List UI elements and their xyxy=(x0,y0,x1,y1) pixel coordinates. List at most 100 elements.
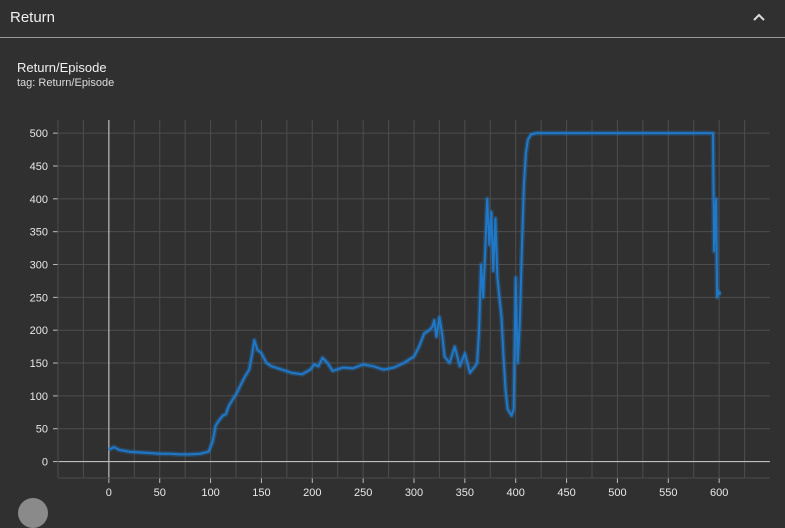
series-layer xyxy=(107,130,723,457)
data-point xyxy=(494,217,496,220)
data-point xyxy=(464,352,466,354)
data-point xyxy=(476,362,478,364)
data-point xyxy=(535,132,537,134)
data-point xyxy=(713,250,715,252)
data-point xyxy=(309,369,311,371)
x-tick-label: 150 xyxy=(252,487,270,499)
data-point xyxy=(513,408,515,410)
data-point xyxy=(509,411,511,413)
data-point xyxy=(517,362,519,364)
data-point xyxy=(332,370,334,372)
panel-header: Return xyxy=(0,0,785,38)
data-point xyxy=(393,367,395,369)
data-point xyxy=(478,329,480,331)
x-tick-label: 100 xyxy=(201,487,219,499)
data-point xyxy=(251,352,253,354)
data-point xyxy=(128,451,130,453)
data-point xyxy=(179,453,181,455)
x-tick-label: 400 xyxy=(507,487,525,499)
data-point xyxy=(527,139,529,141)
data-point xyxy=(500,316,503,318)
line-chart: 0 50 100 150 200 250 300 350 400 450 500 0 50 100 150 2… xyxy=(30,120,770,499)
data-point xyxy=(454,346,456,348)
axis-layer xyxy=(53,120,770,483)
data-point xyxy=(281,369,283,371)
x-tick-label: 350 xyxy=(456,487,474,499)
x-tick-label: 200 xyxy=(303,487,321,499)
circle-button-icon[interactable] xyxy=(18,498,48,528)
data-point xyxy=(317,365,319,367)
data-point xyxy=(715,198,717,200)
data-point xyxy=(449,362,451,364)
data-point xyxy=(256,349,258,351)
data-point xyxy=(159,453,161,455)
y-tick-label: 450 xyxy=(30,161,48,173)
data-point xyxy=(504,388,507,390)
data-point xyxy=(511,415,513,417)
data-point xyxy=(244,375,246,377)
data-point xyxy=(482,296,484,298)
data-point xyxy=(566,132,568,134)
data-point xyxy=(474,365,476,367)
card-tag-value: Return/Episode xyxy=(38,77,115,89)
data-point xyxy=(199,453,201,455)
data-point xyxy=(169,453,171,455)
y-tick-label: 50 xyxy=(36,424,48,436)
data-point xyxy=(189,453,191,455)
data-point xyxy=(438,316,440,318)
data-point xyxy=(218,420,220,422)
data-point xyxy=(148,452,151,454)
data-point xyxy=(291,372,293,374)
data-point xyxy=(108,449,110,451)
data-point xyxy=(372,365,374,367)
y-tick-label: 100 xyxy=(30,391,48,403)
data-point xyxy=(433,319,435,321)
y-tick-label: 0 xyxy=(42,457,48,469)
data-point xyxy=(232,398,234,400)
data-point xyxy=(716,296,718,298)
data-point xyxy=(265,362,268,364)
data-point xyxy=(718,293,720,295)
data-point xyxy=(240,383,242,385)
data-point xyxy=(431,326,433,328)
data-point xyxy=(248,369,250,371)
data-point xyxy=(712,132,714,134)
data-point xyxy=(413,355,415,358)
data-point xyxy=(469,372,471,374)
chevron-up-icon[interactable] xyxy=(748,6,770,28)
data-point xyxy=(443,355,446,358)
y-tick-label: 200 xyxy=(30,325,48,337)
x-tick-label: 50 xyxy=(154,487,166,499)
data-point xyxy=(222,415,224,417)
data-point xyxy=(519,323,521,325)
y-tick-label: 250 xyxy=(30,292,48,304)
data-point xyxy=(260,352,262,354)
data-point xyxy=(492,270,494,272)
y-tick-label: 400 xyxy=(30,194,48,206)
panel-title: Return xyxy=(10,9,56,26)
data-point xyxy=(486,198,488,200)
data-point xyxy=(236,392,238,394)
data-point xyxy=(352,367,354,369)
data-point xyxy=(215,424,217,426)
data-point xyxy=(212,441,214,443)
data-point xyxy=(459,365,461,367)
data-point xyxy=(301,373,303,375)
data-point xyxy=(719,291,721,293)
data-point xyxy=(717,290,719,292)
data-point xyxy=(490,211,492,213)
x-tick-label: 250 xyxy=(354,487,372,499)
data-point xyxy=(498,296,500,298)
data-point xyxy=(523,185,525,187)
data-point xyxy=(507,408,509,410)
data-point xyxy=(525,152,527,154)
data-point xyxy=(225,413,227,415)
data-point xyxy=(418,346,420,348)
card-tag-label: tag: xyxy=(17,77,39,89)
data-point xyxy=(423,332,425,335)
data-point xyxy=(113,446,115,448)
data-point xyxy=(321,357,324,359)
data-point xyxy=(502,355,505,358)
data-point xyxy=(403,362,405,364)
x-tick-label: 300 xyxy=(405,487,423,499)
